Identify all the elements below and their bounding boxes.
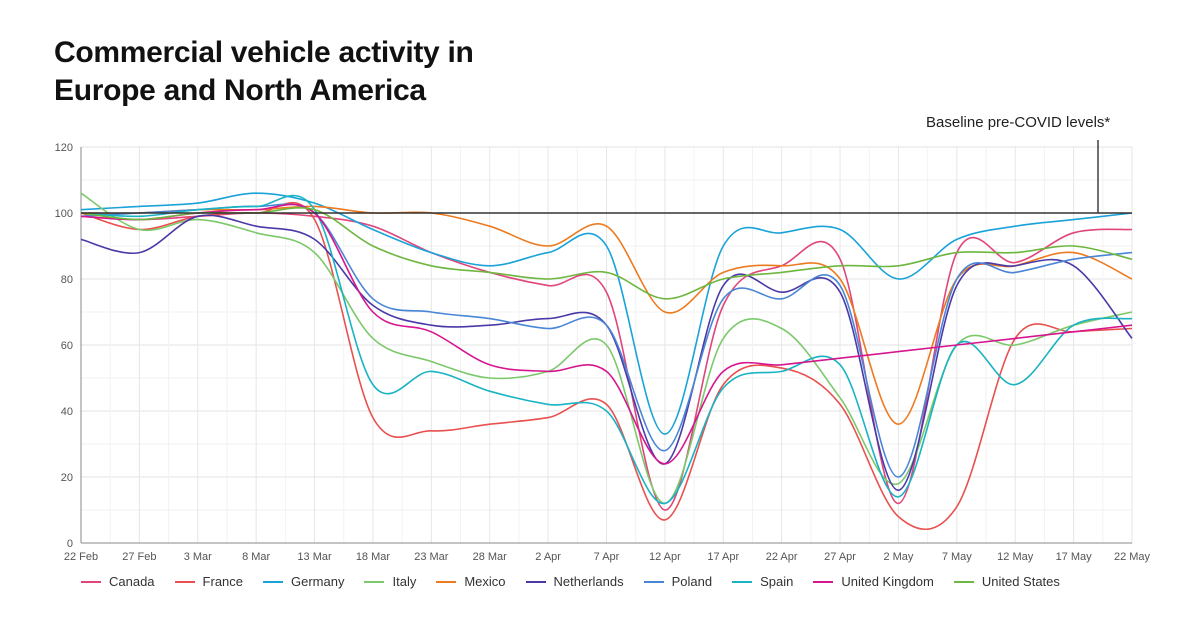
x-tick-label: 22 May (1114, 551, 1151, 563)
x-axis: 22 Feb 27 Feb 3 Mar 8 Mar 13 Mar 18 Mar 23 Mar… (64, 542, 1151, 563)
legend-swatch (263, 580, 284, 583)
x-tick-label: 22 Feb (64, 551, 98, 563)
x-tick-label: 12 May (997, 551, 1034, 563)
series-lines (80, 192, 1133, 530)
baseline-group (81, 140, 1132, 214)
chart-title: Commercial vehicle activity in Europe an… (54, 36, 474, 107)
legend-swatch (436, 580, 457, 583)
legend-item-spain: Spain (732, 574, 793, 589)
legend-item-netherlands: Netherlands (525, 574, 624, 589)
y-tick-label: 80 (61, 274, 73, 286)
legend-item-italy: Italy (364, 574, 416, 589)
x-tick-label: 27 Apr (824, 551, 856, 563)
y-tick-label: 0 (67, 538, 73, 550)
legend-item-germany: Germany (263, 574, 344, 589)
x-tick-label: 12 Apr (649, 551, 681, 563)
x-tick-label: 13 Mar (297, 551, 332, 563)
x-tick-label: 27 Feb (122, 551, 156, 563)
legend-item-united-states: United States (953, 574, 1060, 589)
x-tick-label: 7 Apr (594, 551, 620, 563)
x-tick-label: 2 May (883, 551, 913, 563)
x-tick-label: 28 Mar (473, 551, 508, 563)
series-line-spain (80, 194, 1133, 505)
legend-item-mexico: Mexico (436, 574, 506, 589)
y-tick-label: 120 (55, 142, 73, 154)
x-tick-label: 2 Apr (535, 551, 561, 563)
x-tick-label: 18 Mar (356, 551, 391, 563)
legend-swatch (643, 580, 664, 583)
legend-swatch (525, 580, 546, 583)
y-tick-label: 60 (61, 340, 73, 352)
legend: Canada France Germany Italy Mexico Netherland… (81, 574, 1080, 589)
x-tick-label: 7 May (942, 551, 972, 563)
legend-label: Germany (291, 574, 345, 589)
legend-item-france: France (174, 574, 244, 589)
legend-label: Spain (760, 574, 794, 589)
legend-swatch (953, 580, 974, 583)
legend-label: Poland (671, 574, 713, 589)
x-tick-label: 22 Apr (766, 551, 798, 563)
legend-label: Italy (392, 574, 417, 589)
baseline-annotation: Baseline pre-COVID levels* (926, 114, 1111, 131)
x-tick-label: 17 Apr (707, 551, 739, 563)
legend-swatch (364, 580, 385, 583)
series-line-united-kingdom (80, 203, 1133, 465)
y-tick-label: 100 (55, 208, 73, 220)
legend-swatch (813, 580, 834, 583)
legend-swatch (732, 580, 753, 583)
x-tick-label: 8 Mar (242, 551, 270, 563)
legend-item-united-kingdom: United Kingdom (813, 574, 934, 589)
legend-label: Mexico (464, 574, 506, 589)
series-line-germany (80, 192, 1133, 435)
x-tick-label: 3 Mar (184, 551, 212, 563)
x-tick-label: 23 Mar (414, 551, 449, 563)
y-tick-label: 20 (61, 472, 73, 484)
y-axis: 0 20 40 60 80 100 120 (55, 142, 82, 550)
legend-swatch (81, 580, 101, 583)
legend-label: France (202, 574, 244, 589)
legend-label: Canada (109, 574, 155, 589)
legend-label: Netherlands (553, 574, 624, 589)
legend-label: United States (981, 574, 1060, 589)
legend-label: United Kingdom (841, 574, 934, 589)
x-tick-label: 17 May (1056, 551, 1093, 563)
legend-swatch (174, 580, 195, 583)
y-tick-label: 40 (61, 406, 73, 418)
legend-item-poland: Poland (643, 574, 713, 589)
series-line-canada (80, 212, 1133, 511)
legend-item-canada: Canada (81, 574, 155, 589)
